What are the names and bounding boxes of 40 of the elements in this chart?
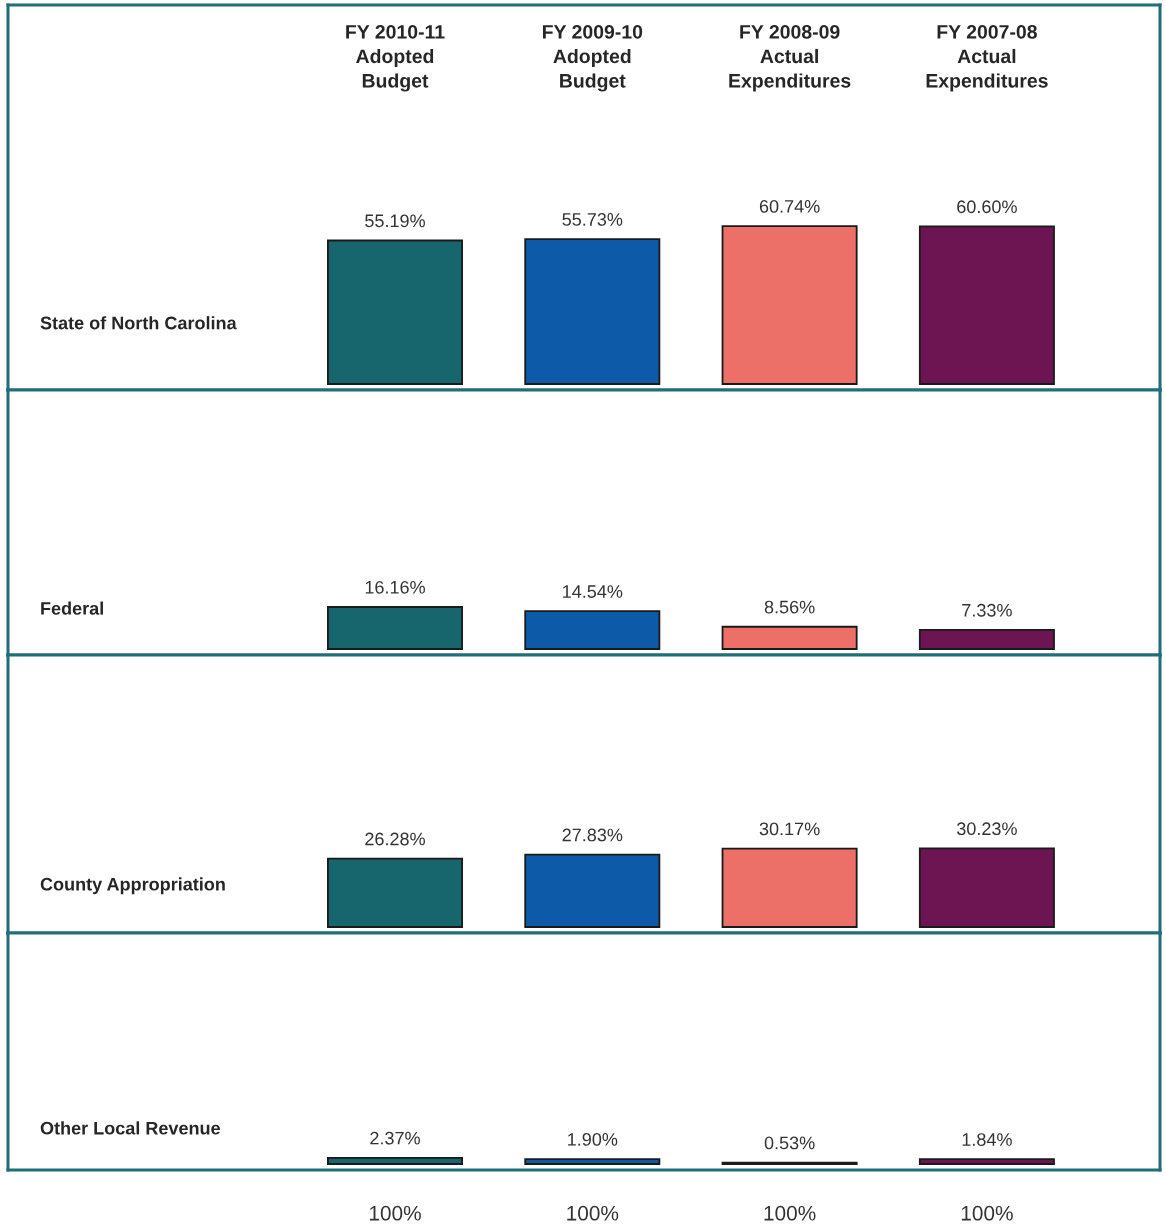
bar bbox=[918, 847, 1055, 928]
bar bbox=[721, 225, 858, 385]
data-label: 27.83% bbox=[562, 828, 623, 842]
text: 100% bbox=[961, 1205, 1013, 1221]
text: 100% bbox=[764, 1205, 816, 1221]
bar bbox=[524, 238, 661, 385]
data-label: 8.56% bbox=[764, 600, 815, 614]
data-label: 26.28% bbox=[365, 832, 425, 846]
y-axis-title: State of North Carolina bbox=[40, 316, 237, 330]
y-axis-title: Federal bbox=[41, 601, 103, 615]
data-label: 16.16% bbox=[365, 580, 425, 594]
x-tick-label: FY 2010-11 Adopted Budget bbox=[346, 24, 445, 92]
bar bbox=[327, 857, 463, 928]
bar bbox=[524, 853, 661, 928]
x-tick-label: FY 2008-09 Actual Expenditures bbox=[729, 24, 851, 92]
bar bbox=[327, 239, 463, 385]
data-label: 55.73% bbox=[562, 213, 623, 226]
y-axis-title: County Appropriation bbox=[40, 877, 225, 895]
data-label: 1.90% bbox=[568, 1132, 618, 1146]
data-label: 14.54% bbox=[563, 585, 623, 598]
bar bbox=[721, 847, 858, 928]
data-label: 1.84% bbox=[962, 1133, 1012, 1146]
data-label: 30.17% bbox=[759, 822, 820, 836]
y-axis-title: Other Local Revenue bbox=[40, 1121, 220, 1135]
bar bbox=[918, 225, 1055, 385]
data-label: 60.60% bbox=[957, 200, 1017, 214]
bar bbox=[327, 606, 463, 650]
data-label: 2.37% bbox=[370, 1131, 420, 1145]
bar bbox=[721, 625, 858, 650]
data-label: 60.74% bbox=[759, 200, 820, 213]
data-label: 7.33% bbox=[962, 603, 1012, 617]
text: 100% bbox=[567, 1205, 619, 1221]
bar bbox=[524, 610, 661, 650]
text: 100% bbox=[369, 1205, 421, 1221]
data-label: 55.19% bbox=[365, 214, 425, 228]
data-label: 0.53% bbox=[764, 1136, 815, 1150]
bar bbox=[918, 629, 1055, 650]
data-label: 30.23% bbox=[956, 822, 1017, 836]
x-tick-label: FY 2007-08 Actual Expenditures bbox=[926, 24, 1048, 92]
x-tick-label: FY 2009-10 Adopted Budget bbox=[542, 24, 643, 92]
